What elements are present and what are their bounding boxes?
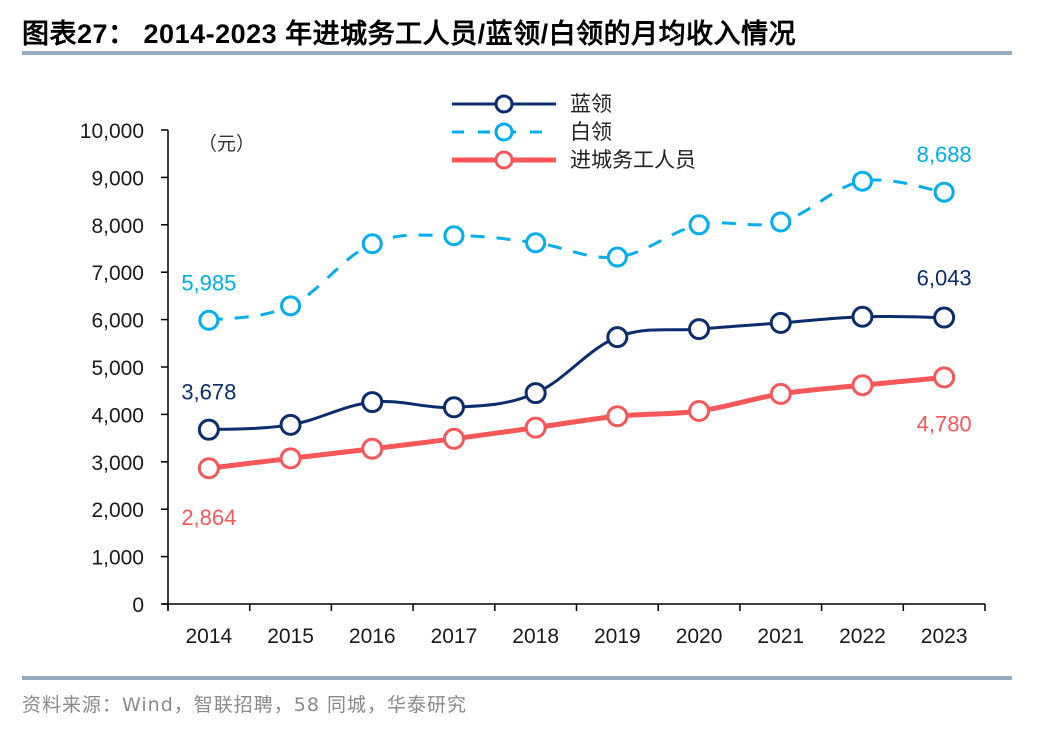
data-point xyxy=(198,309,220,331)
unit-label: （元） xyxy=(198,133,255,155)
y-tick-label: 6,000 xyxy=(91,310,144,333)
legend-label: 白领 xyxy=(570,120,612,144)
data-point xyxy=(361,391,384,414)
data-point xyxy=(279,447,302,470)
data-label: 6,043 xyxy=(917,266,972,291)
data-point xyxy=(361,437,384,460)
data-point xyxy=(525,232,547,254)
data-point xyxy=(688,214,710,236)
y-tick-label: 0 xyxy=(132,594,144,617)
data-point xyxy=(769,311,792,334)
series-line xyxy=(208,374,945,471)
data-label: 5,985 xyxy=(181,270,236,295)
data-label: 4,780 xyxy=(917,411,972,436)
x-tick-label: 2015 xyxy=(267,625,314,648)
x-tick-label: 2014 xyxy=(185,625,232,648)
data-label: 8,688 xyxy=(917,142,972,167)
x-tick-label: 2017 xyxy=(431,625,478,648)
data-point xyxy=(361,233,383,255)
data-point xyxy=(933,181,955,203)
data-point xyxy=(442,427,465,450)
x-tick-label: 2022 xyxy=(839,625,886,648)
series-blue-collar xyxy=(197,305,956,441)
legend-item: 白领 xyxy=(452,120,612,144)
y-tick-label: 9,000 xyxy=(91,167,144,190)
data-point xyxy=(524,382,547,405)
data-point xyxy=(769,382,792,405)
x-tick-label: 2020 xyxy=(676,625,723,648)
y-tick-label: 3,000 xyxy=(91,452,144,475)
y-tick-label: 2,000 xyxy=(91,499,144,522)
data-point xyxy=(933,366,956,389)
y-tick-label: 1,000 xyxy=(91,547,144,570)
data-point xyxy=(606,326,629,349)
series-line xyxy=(208,178,945,322)
legend-label: 进城务工人员 xyxy=(570,148,696,172)
series-migrant-workers xyxy=(197,366,956,480)
data-point xyxy=(688,399,711,422)
data-point xyxy=(688,318,711,341)
data-point xyxy=(280,295,302,317)
x-tick-label: 2021 xyxy=(757,625,804,648)
data-point xyxy=(197,457,220,480)
footer-divider xyxy=(22,676,1012,680)
data-point xyxy=(606,246,628,268)
series-line xyxy=(208,314,945,432)
y-tick-label: 10,000 xyxy=(80,120,144,143)
y-tick-label: 4,000 xyxy=(91,404,144,427)
series-white-collar xyxy=(198,170,955,331)
data-point xyxy=(606,405,629,428)
data-point xyxy=(770,211,792,233)
x-tick-label: 2019 xyxy=(594,625,641,648)
data-point xyxy=(851,305,874,328)
x-tick-label: 2023 xyxy=(921,625,968,648)
data-point xyxy=(933,306,956,329)
title-divider xyxy=(22,51,1012,55)
y-tick-label: 7,000 xyxy=(91,262,144,285)
data-point xyxy=(442,396,465,419)
x-tick-label: 2018 xyxy=(512,625,559,648)
legend-label: 蓝领 xyxy=(570,92,612,116)
data-labels: 3,678 6,043 5,985 8,688 2,864 4,780 xyxy=(181,142,971,530)
data-point xyxy=(851,374,874,397)
x-tick-label: 2016 xyxy=(349,625,396,648)
axes: 0 1,000 2,000 3,000 4,000 5,000 6,000 7,000 8,00… xyxy=(80,120,986,648)
source-note: 资料来源：Wind，智联招聘，58 同城，华泰研究 xyxy=(22,694,467,716)
data-point xyxy=(443,225,465,247)
data-point xyxy=(279,413,302,436)
data-label: 3,678 xyxy=(181,380,236,405)
data-label: 2,864 xyxy=(181,505,236,530)
legend-item: 进城务工人员 xyxy=(452,148,696,172)
y-tick-label: 5,000 xyxy=(91,357,144,380)
legend-swatch-marker xyxy=(494,94,514,114)
legend-swatch-marker xyxy=(494,122,514,142)
data-point xyxy=(197,418,220,441)
legend-item: 蓝领 xyxy=(452,92,612,116)
chart-title: 图表27： 2014-2023 年进城务工人员/蓝领/白领的月均收入情况 xyxy=(22,19,797,49)
data-point xyxy=(851,170,873,192)
legend-swatch-marker xyxy=(494,150,514,170)
y-tick-label: 8,000 xyxy=(91,215,144,238)
data-point xyxy=(524,416,547,439)
series-layer xyxy=(197,170,956,480)
